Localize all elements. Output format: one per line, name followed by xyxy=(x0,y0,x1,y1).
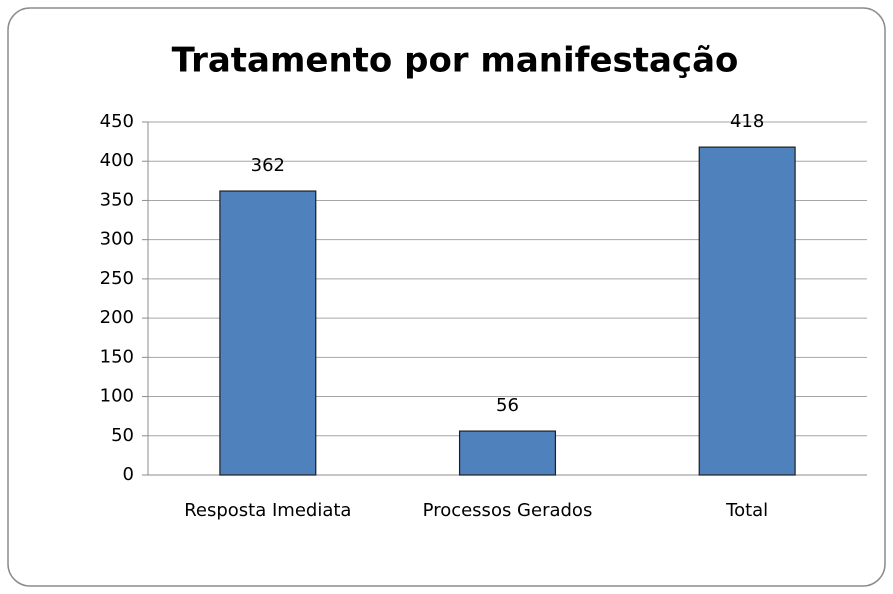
y-tick-label: 400 xyxy=(100,150,134,171)
y-tick-label: 250 xyxy=(100,268,134,289)
y-tick-label: 300 xyxy=(100,229,134,250)
y-tick-label: 0 xyxy=(123,464,134,485)
y-tick-label: 200 xyxy=(100,307,134,328)
y-tick-label: 350 xyxy=(100,189,134,210)
bar xyxy=(698,146,796,476)
x-tick-label: Total xyxy=(725,500,768,521)
data-label: 418 xyxy=(730,111,764,132)
data-label: 362 xyxy=(251,155,285,176)
chart-title: Tratamento por manifestação xyxy=(172,41,739,81)
x-tick-label: Resposta Imediata xyxy=(184,500,351,521)
bar xyxy=(219,190,317,476)
y-tick-label: 450 xyxy=(100,111,134,132)
bar xyxy=(458,430,557,476)
y-tick-label: 150 xyxy=(100,346,134,367)
y-tick-label: 50 xyxy=(111,425,134,446)
data-label: 56 xyxy=(496,395,519,416)
y-tick-label: 100 xyxy=(100,386,134,407)
x-tick-label: Processos Gerados xyxy=(423,500,593,521)
